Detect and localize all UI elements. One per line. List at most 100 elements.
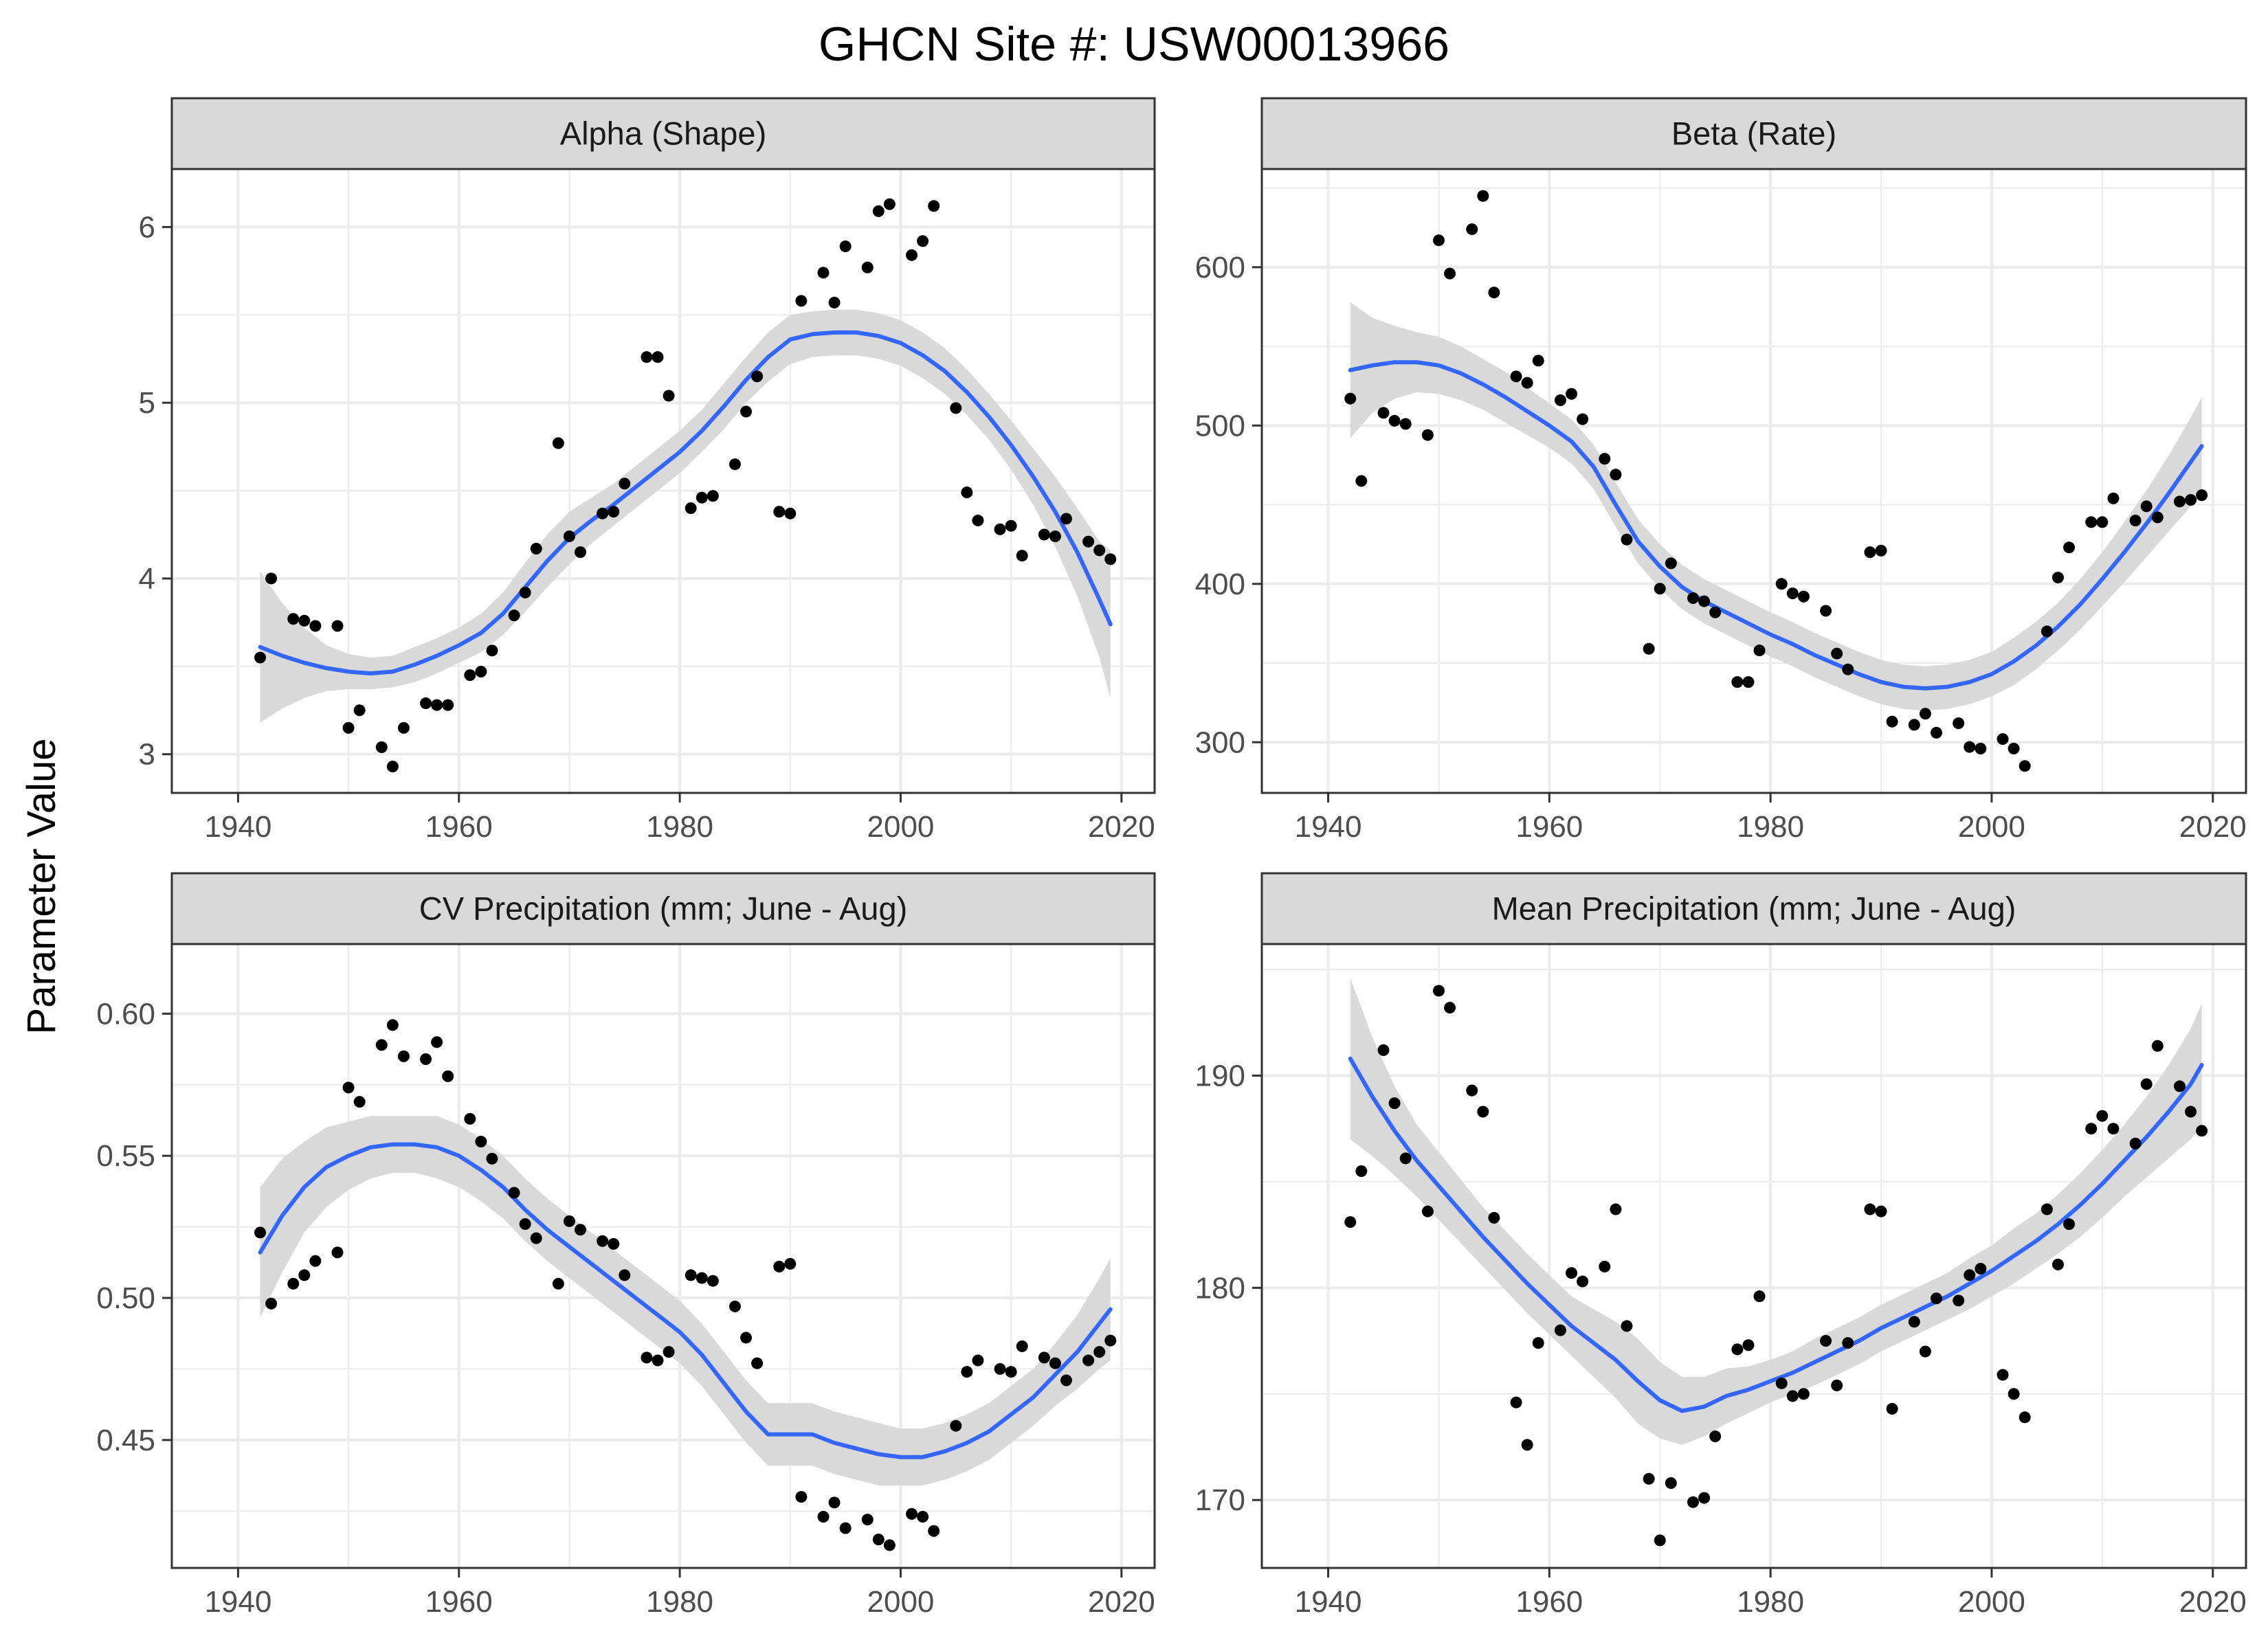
y-tick-label: 0.60 — [96, 997, 155, 1031]
axis-ticks: 1940 1960 1980 2000 2020 300 400 500 600 — [1195, 251, 2247, 844]
data-point — [1997, 1369, 2009, 1381]
data-point — [464, 669, 476, 682]
panel-background — [172, 944, 1155, 1568]
data-point — [2052, 572, 2064, 584]
data-point — [2041, 1203, 2053, 1215]
data-point — [1566, 388, 1578, 400]
data-point — [1510, 1396, 1522, 1409]
data-point — [1477, 1106, 1489, 1118]
smooth-ribbon — [1350, 302, 2202, 711]
data-point — [2096, 516, 2109, 528]
data-point — [2107, 1123, 2120, 1135]
data-point — [1665, 1477, 1677, 1489]
x-tick-label: 2020 — [1088, 1585, 1155, 1619]
x-tick-label: 1980 — [646, 810, 713, 844]
data-point — [972, 515, 984, 527]
facet-strip: Beta (Rate) — [1260, 97, 2247, 170]
data-point — [1444, 1002, 1456, 1014]
data-point — [1599, 453, 1611, 465]
x-tick-label: 1960 — [1515, 810, 1583, 844]
smooth-line — [1348, 360, 2204, 691]
data-point — [828, 1496, 841, 1509]
data-point — [420, 1053, 432, 1066]
data-point — [287, 1277, 300, 1290]
data-point — [2008, 742, 2020, 754]
data-point — [2151, 511, 2164, 524]
data-point — [1731, 676, 1744, 688]
data-point — [375, 741, 388, 753]
data-point — [1964, 741, 1976, 753]
data-point — [1687, 592, 1700, 605]
data-point — [1997, 733, 2009, 745]
data-point — [1908, 719, 1920, 731]
data-point — [1731, 1343, 1744, 1356]
data-point — [2019, 1411, 2031, 1424]
data-point — [519, 1218, 531, 1230]
y-tick-label: 4 — [139, 562, 155, 596]
data-point — [2173, 495, 2186, 508]
data-point — [707, 1275, 719, 1287]
data-point — [917, 235, 929, 247]
data-point — [1388, 1097, 1401, 1110]
axis-ticks: 1940 1960 1980 2000 2020 3 4 5 6 — [139, 210, 1155, 844]
y-tick-label: 600 — [1195, 251, 1245, 284]
data-point — [608, 1237, 620, 1250]
data-point — [1886, 715, 1898, 728]
x-tick-label: 1940 — [1295, 1585, 1362, 1619]
data-point — [1388, 414, 1401, 427]
x-tick-label: 2000 — [867, 1585, 935, 1619]
data-point — [1831, 1379, 1843, 1391]
data-point — [1964, 1269, 1976, 1281]
y-tick-label: 3 — [139, 738, 155, 772]
x-tick-label: 2000 — [1958, 810, 2025, 844]
data-point — [1049, 530, 1061, 543]
data-point — [574, 1224, 586, 1236]
data-point — [961, 1366, 973, 1378]
data-point — [298, 1269, 311, 1281]
data-point — [375, 1039, 388, 1051]
data-point — [597, 507, 609, 519]
trend-line — [258, 1142, 1113, 1459]
data-point — [563, 1215, 575, 1227]
data-point — [2196, 489, 2208, 502]
data-point — [872, 1534, 885, 1546]
x-tick-label: 1960 — [425, 810, 493, 844]
data-point — [442, 1070, 454, 1082]
facet-label: Mean Precipitation (mm; June - Aug) — [1492, 890, 2016, 927]
data-point — [1643, 1472, 1655, 1485]
data-point — [652, 1354, 664, 1367]
data-point — [1786, 1390, 1799, 1402]
data-point — [530, 1232, 542, 1244]
panel-area — [172, 944, 1155, 1568]
data-point — [1831, 647, 1843, 660]
panel-alpha-shape: Alpha (Shape) 1940 1960 1980 2000 2020 3 4 5 6 — [139, 97, 1156, 844]
data-point — [1577, 1275, 1589, 1288]
data-points — [254, 198, 1117, 773]
data-point — [1709, 1431, 1722, 1443]
data-point — [254, 1226, 267, 1239]
data-point — [861, 1514, 874, 1526]
data-point — [1038, 1351, 1050, 1364]
y-tick-label: 190 — [1195, 1059, 1245, 1092]
strip-background — [170, 872, 1156, 945]
data-point — [994, 1362, 1006, 1375]
data-point — [663, 1346, 675, 1358]
x-tick-label: 2020 — [2179, 810, 2247, 844]
data-point — [2052, 1258, 2064, 1270]
data-point — [729, 1300, 741, 1312]
data-point — [773, 1261, 786, 1273]
data-point — [1797, 590, 1810, 603]
data-point — [397, 1050, 410, 1062]
trend-line — [1348, 360, 2204, 691]
data-point — [950, 1420, 962, 1432]
data-point — [1510, 370, 1522, 383]
data-point — [1421, 1205, 1434, 1218]
data-point — [795, 295, 808, 307]
data-point — [265, 1297, 278, 1310]
data-point — [2140, 1078, 2153, 1090]
data-point — [1466, 223, 1478, 236]
panel-cv-precipitation: CV Precipitation (mm; June - Aug) 1940 19… — [96, 872, 1156, 1619]
axis-ticks: 1940 1960 1980 2000 2020 0.45 0.50 0.55 0.60 — [96, 997, 1155, 1619]
data-points — [1344, 190, 2208, 772]
data-point — [1532, 1337, 1544, 1349]
